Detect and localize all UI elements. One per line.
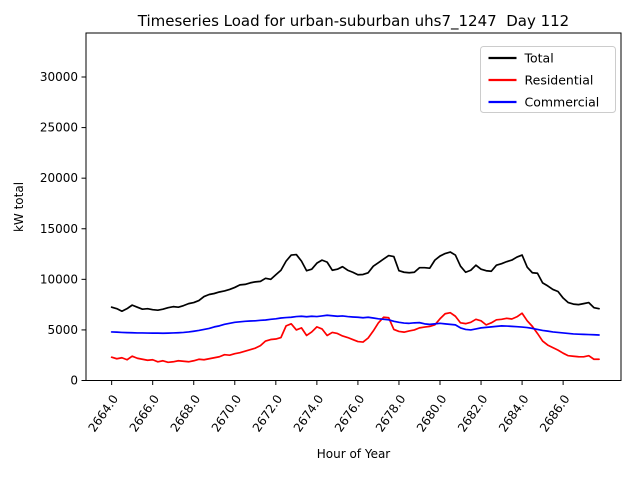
y-tick-label: 0 [70, 374, 78, 388]
chart-title: Timeseries Load for urban-suburban uhs7_… [137, 12, 570, 30]
y-tick-label: 30000 [40, 70, 78, 84]
series-line-residential [110, 311, 600, 364]
y-tick-label: 20000 [40, 171, 78, 185]
x-tick-label: 2674.0 [291, 392, 327, 434]
x-tick-label: 2684.0 [496, 392, 532, 434]
x-tick-label: 2680.0 [414, 392, 450, 434]
plot-frame [85, 32, 622, 381]
x-tick-label: 2678.0 [373, 392, 409, 434]
x-tick-label: 2676.0 [332, 392, 368, 434]
y-tick-label: 15000 [40, 222, 78, 236]
x-tick-label: 2670.0 [209, 392, 245, 434]
legend-box [480, 46, 616, 113]
legend-label-total: Total [524, 51, 554, 66]
y-tick-label: 5000 [47, 323, 78, 337]
x-tick-label: 2666.0 [127, 392, 163, 434]
x-tick-label: 2672.0 [250, 392, 286, 434]
x-tick-label: 2668.0 [168, 392, 204, 434]
legend-label-commercial: Commercial [525, 95, 600, 110]
x-tick-label: 2682.0 [455, 392, 491, 434]
y-tick-label: 10000 [40, 272, 78, 286]
series-line-total [110, 251, 600, 313]
legend-label-residential: Residential [525, 73, 594, 88]
x-tick-label: 2664.0 [86, 392, 122, 434]
x-tick-label: 2686.0 [537, 392, 573, 434]
y-tick-label: 25000 [40, 121, 78, 135]
x-axis-label: Hour of Year [316, 447, 391, 461]
y-axis-label: kW total [12, 181, 26, 233]
series-line-commercial [110, 314, 600, 336]
